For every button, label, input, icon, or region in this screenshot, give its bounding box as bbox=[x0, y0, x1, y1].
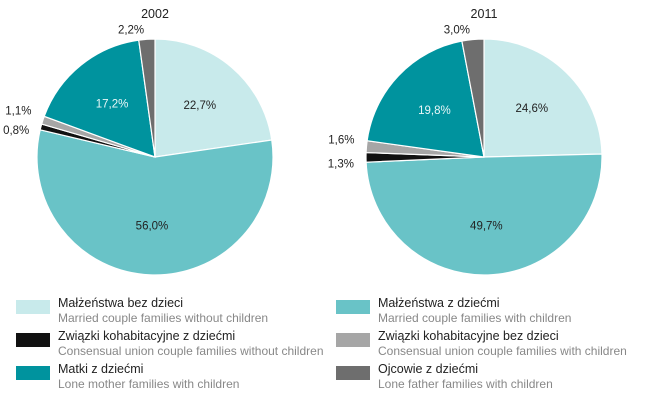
legend-label-pl: Ojcowie z dziećmi bbox=[378, 362, 479, 376]
legend-swatch bbox=[336, 300, 370, 314]
legend-label-en: Married couple families without children bbox=[58, 311, 269, 325]
slice-label: 49,7% bbox=[470, 220, 503, 232]
slice-malzenstwa-z-dziecmi bbox=[36, 129, 274, 276]
legend-label-pl: Związki kohabitacyjne bez dzieci bbox=[378, 329, 559, 343]
legend-label-pl: Związki kohabitacyjne z dziećmi bbox=[58, 329, 236, 343]
pie-charts: 2002 22,7% 56,0% 0,8% 1,1% 17,2% 2,2% 2011 24,6%… bbox=[3, 7, 603, 276]
legend-item-lone-father: Ojcowie z dziećmi Lone father families w… bbox=[336, 362, 553, 392]
legend-item-cohabiting-with-children: Związki kohabitacyjne z dziećmi Consensu… bbox=[16, 329, 324, 359]
legend-item-married-no-children: Małżeństwa bez dzieci Married couple fam… bbox=[16, 296, 268, 326]
slice-label: 3,0% bbox=[444, 25, 470, 37]
slice-label: 19,8% bbox=[418, 105, 451, 117]
legend-label-pl: Małżeństwa z dziećmi bbox=[378, 296, 500, 310]
pie-title: 2002 bbox=[141, 7, 169, 21]
legend-swatch bbox=[16, 333, 50, 347]
slice-matki-z-dziecmi bbox=[366, 40, 485, 158]
slice-ojcowie-z-dziecmi bbox=[138, 38, 156, 158]
legend-item-cohabiting-no-children: Związki kohabitacyjne bez dzieci Consens… bbox=[336, 329, 627, 359]
legend: Małżeństwa bez dzieci Married couple fam… bbox=[0, 296, 645, 406]
legend-item-lone-mother: Matki z dziećmi Lone mother families wit… bbox=[16, 362, 239, 392]
slice-malzenstwa-bez-dzieci bbox=[483, 38, 603, 158]
legend-swatch bbox=[336, 333, 370, 347]
legend-label-en: Lone father families with children bbox=[378, 377, 553, 391]
legend-label-en: Consensual union couple families with ch… bbox=[378, 344, 627, 358]
slice-label: 1,3% bbox=[328, 158, 354, 170]
slice-label: 56,0% bbox=[136, 220, 169, 232]
slice-label: 0,8% bbox=[3, 125, 29, 137]
slice-malzenstwa-z-dziecmi bbox=[365, 153, 603, 276]
pie-title: 2011 bbox=[471, 7, 498, 21]
slice-label: 22,7% bbox=[183, 100, 216, 112]
legend-swatch bbox=[336, 366, 370, 380]
pie-2002: 2002 22,7% 56,0% 0,8% 1,1% 17,2% 2,2% bbox=[3, 7, 274, 276]
slice-label: 1,6% bbox=[328, 135, 354, 147]
legend-item-married-with-children: Małżeństwa z dziećmi Married couple fami… bbox=[336, 296, 571, 326]
legend-label-en: Consensual union couple families without… bbox=[58, 344, 324, 358]
legend-label-en: Lone mother families with children bbox=[58, 377, 240, 391]
legend-label-en: Married couple families with children bbox=[378, 311, 572, 325]
legend-swatch bbox=[16, 366, 50, 380]
legend-label-pl: Małżeństwa bez dzieci bbox=[58, 296, 184, 310]
slice-label: 1,1% bbox=[5, 105, 31, 117]
slice-ojcowie-z-dziecmi bbox=[461, 38, 485, 158]
pie-2011: 2011 24,6% 49,7% 1,3% 1,6% 19,8% 3,0% bbox=[328, 7, 603, 276]
slice-label: 17,2% bbox=[96, 99, 129, 111]
slice-label: 2,2% bbox=[118, 24, 144, 36]
legend-swatch bbox=[16, 300, 50, 314]
slice-label: 24,6% bbox=[515, 103, 548, 115]
slice-matki-z-dziecmi bbox=[43, 39, 156, 158]
legend-label-pl: Matki z dziećmi bbox=[58, 362, 144, 376]
slice-malzenstwa-bez-dzieci bbox=[154, 38, 273, 158]
